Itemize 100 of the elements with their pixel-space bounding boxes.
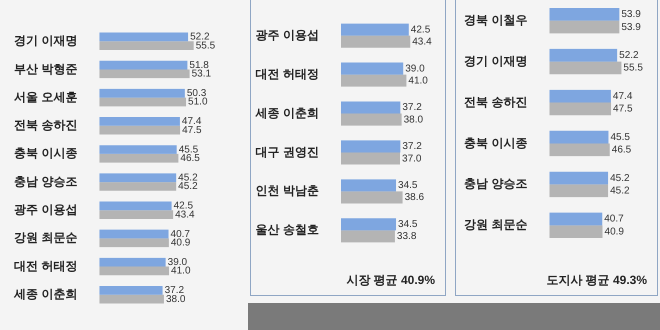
bar	[99, 173, 176, 182]
bar	[550, 225, 603, 238]
bar	[341, 179, 396, 192]
bar	[341, 62, 404, 75]
data-label: 53.9	[621, 9, 642, 20]
data-label: 34.5	[398, 180, 418, 192]
bar	[99, 145, 177, 154]
data-label: 38.0	[404, 114, 424, 126]
data-label: 39.0	[405, 63, 426, 74]
bar	[550, 48, 618, 62]
y-tick-label: 경기 이재명	[14, 34, 78, 48]
data-label: 43.4	[175, 209, 196, 220]
data-label: 45.5	[178, 144, 199, 156]
y-tick-label: 세종 이춘희	[12, 287, 78, 302]
bar	[341, 24, 409, 36]
y-tick-label: 세종 이춘희	[254, 106, 319, 120]
bar	[99, 117, 180, 126]
y-tick-label: 대전 허태정	[14, 258, 78, 273]
data-label: 37.0	[402, 153, 422, 164]
data-label: 53.9	[621, 22, 642, 33]
bar	[550, 172, 608, 184]
y-tick-label: 대전 허태정	[256, 66, 319, 81]
bar	[99, 294, 164, 304]
data-label: 34.5	[398, 219, 418, 230]
y-tick-label: 경북 이철우	[464, 12, 528, 27]
bar	[550, 130, 608, 144]
data-label: 51.0	[188, 96, 208, 108]
bar	[99, 60, 188, 70]
y-tick-label: 강원 최문순	[14, 230, 78, 245]
data-label: 45.2	[178, 172, 198, 184]
bar	[341, 191, 403, 204]
data-label: 52.2	[619, 50, 640, 62]
data-label: 40.9	[170, 238, 191, 249]
y-tick-label: 충남 양승조	[464, 176, 528, 191]
data-label: 42.5	[410, 24, 431, 36]
data-label: 38.0	[166, 294, 186, 305]
bar	[99, 202, 172, 210]
bar	[341, 114, 402, 126]
data-label: 38.6	[404, 192, 424, 204]
bar	[550, 143, 610, 156]
data-label: 52.2	[190, 32, 210, 43]
text: 시장 평균 40.9%	[346, 272, 435, 289]
data-label: 46.5	[612, 144, 632, 156]
data-label: 55.5	[623, 62, 644, 74]
data-label: 47.4	[612, 90, 633, 102]
bar	[99, 69, 190, 78]
data-label: 47.5	[613, 104, 633, 115]
data-label: 40.7	[604, 214, 624, 225]
bar	[99, 230, 169, 238]
data-label: 45.2	[610, 185, 630, 196]
bar	[341, 36, 410, 48]
bar	[99, 210, 174, 219]
y-tick-label: 전북 송하진	[14, 118, 78, 132]
bar	[99, 98, 186, 106]
data-label: 37.2	[402, 141, 422, 152]
y-tick-label: 강원 최문순	[464, 218, 528, 232]
bar	[341, 218, 396, 230]
bar	[99, 32, 188, 42]
data-label: 47.4	[182, 116, 202, 128]
bar	[99, 266, 170, 276]
data-label: 33.8	[396, 231, 417, 242]
bar	[341, 140, 400, 152]
data-label: 46.5	[180, 153, 200, 164]
bar	[99, 258, 166, 267]
y-tick-label: 경기 이재명	[464, 54, 528, 68]
bar	[550, 102, 612, 116]
y-tick-label: 충남 양승조	[14, 174, 78, 188]
bar	[550, 8, 620, 21]
y-tick-label: 대구 권영진	[256, 144, 319, 159]
data-label: 45.5	[610, 132, 630, 143]
bar	[550, 90, 611, 103]
bar	[341, 101, 400, 114]
data-label: 42.5	[174, 200, 194, 212]
bar	[99, 286, 163, 295]
bar	[341, 230, 395, 242]
y-tick-label: 서울 오세훈	[14, 90, 78, 104]
y-tick-label: 전북 송하진	[464, 94, 528, 109]
y-tick-label: 부산 박형준	[14, 62, 78, 76]
y-tick-label: 광주 이용섭	[256, 28, 319, 42]
data-label: 55.5	[196, 40, 216, 52]
data-label: 37.2	[164, 285, 184, 296]
y-tick-label: 인천 박남춘	[256, 184, 319, 198]
data-label: 51.8	[189, 60, 210, 71]
bar	[99, 154, 178, 163]
data-label: 40.9	[604, 226, 624, 238]
data-label: 50.3	[186, 88, 207, 99]
bar	[99, 182, 176, 191]
y-tick-label: 울산 송철호	[256, 222, 319, 237]
data-label: 47.5	[182, 124, 202, 136]
y-tick-label: 광주 이용섭	[14, 202, 78, 217]
bar	[99, 238, 169, 248]
y-tick-label: 충북 이시종	[464, 136, 528, 150]
bar	[550, 20, 620, 34]
bar	[550, 62, 622, 74]
data-label: 43.4	[412, 36, 432, 48]
text: 도지사 평균 49.3%	[546, 272, 647, 289]
bar	[341, 74, 406, 87]
y-tick-label: 충북 이시종	[14, 146, 78, 160]
data-label: 41.0	[408, 75, 428, 86]
bar	[341, 152, 400, 165]
